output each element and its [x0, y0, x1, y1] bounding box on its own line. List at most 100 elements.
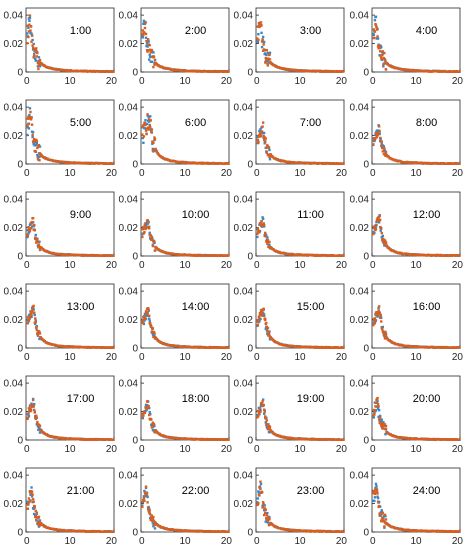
series-2-point	[266, 238, 270, 242]
x-tick-label: 20	[336, 260, 348, 271]
series-2-point	[34, 236, 37, 240]
series-1-point	[33, 313, 36, 317]
series-1-point	[268, 243, 271, 247]
series-1-point	[257, 318, 261, 321]
y-tick-label: 0.02	[234, 131, 254, 142]
series-2-point	[259, 480, 262, 483]
series-1-point	[30, 495, 34, 498]
series-2-point	[36, 420, 39, 424]
series-1-point	[262, 225, 266, 228]
series-1-point	[146, 222, 149, 225]
series-2-point	[150, 418, 153, 421]
panel-time-label: 9:00	[70, 209, 91, 221]
y-tick-label: 0.04	[234, 287, 254, 298]
x-tick-label: 0	[254, 352, 260, 363]
x-tick-label: 20	[336, 352, 348, 363]
series-2-point	[152, 141, 155, 144]
series-1-point	[147, 115, 150, 119]
axes-frame	[255, 375, 345, 441]
series-2-point	[145, 39, 148, 43]
y-tick-label: 0.04	[119, 11, 139, 22]
panel-time-label: 16:00	[413, 301, 441, 313]
series-2-point	[260, 130, 264, 133]
y-tick-label: 0.02	[350, 131, 370, 142]
y-tick-label: 0.04	[350, 103, 370, 114]
series-2-point	[38, 524, 42, 527]
y-tick-label: 0	[17, 252, 23, 263]
y-tick-label: 0	[247, 528, 253, 539]
series-2-point	[372, 323, 375, 327]
axes-frame	[140, 191, 230, 257]
series-2-point	[144, 485, 148, 488]
series-1-point	[259, 128, 262, 131]
series-2-point	[384, 59, 387, 62]
series-2-point	[28, 315, 32, 319]
y-tick-label: 0.02	[234, 223, 254, 234]
series-2-point	[264, 417, 267, 420]
series-2-point	[381, 422, 384, 425]
series-1-point	[37, 56, 41, 59]
x-tick-label: 20	[221, 536, 233, 547]
series-1-point	[258, 130, 262, 133]
series-2-point	[256, 232, 259, 236]
series-2-point	[227, 254, 230, 257]
series-1-point	[261, 398, 265, 401]
x-tick-label: 20	[221, 260, 233, 271]
series-1-point	[382, 145, 386, 148]
series-2-point	[260, 311, 263, 314]
subplot-7: 00.020.040 10 207:00	[234, 99, 347, 179]
series-2-point	[372, 28, 376, 31]
series-1-point	[266, 511, 269, 515]
series-2-point	[38, 58, 42, 62]
y-tick-label: 0	[17, 528, 23, 539]
series-1-point	[153, 527, 157, 530]
series-1-point	[38, 155, 41, 158]
series-2-point	[149, 518, 152, 522]
series-2-point	[458, 438, 461, 441]
series-2-point	[260, 219, 263, 223]
series-1-point	[34, 322, 37, 326]
y-tick-label: 0	[17, 436, 23, 447]
series-1-point	[30, 32, 33, 35]
series-2-point	[151, 244, 155, 248]
series-2-point	[35, 518, 38, 521]
series-2-point	[28, 317, 31, 321]
x-tick-label: 10	[179, 76, 191, 87]
series-1-point	[27, 414, 31, 418]
series-1-point	[257, 490, 260, 493]
series-2-point	[150, 130, 153, 134]
panel-time-label: 2:00	[185, 25, 206, 37]
series-1-point	[34, 141, 37, 144]
series-2-point	[149, 125, 152, 129]
series-2-point	[146, 406, 150, 409]
series-2-point	[32, 504, 36, 508]
x-tick-label: 10	[64, 76, 76, 87]
series-2-point	[26, 124, 29, 127]
series-2-point	[35, 328, 39, 332]
series-2-point	[265, 48, 269, 52]
series-2-point	[378, 136, 382, 140]
panel-time-label: 19:00	[297, 393, 325, 405]
x-tick-label: 0	[139, 76, 145, 87]
series-2-point	[26, 234, 30, 238]
x-tick-label: 20	[106, 444, 118, 455]
x-tick-label: 0	[254, 444, 260, 455]
series-1-point	[382, 65, 385, 68]
series-2-point	[268, 58, 272, 61]
y-tick-label: 0.04	[119, 379, 139, 390]
x-tick-label: 20	[452, 76, 464, 87]
y-tick-label: 0.04	[350, 195, 370, 206]
series-2-point	[384, 424, 388, 428]
y-tick-label: 0.02	[234, 39, 254, 50]
series-2-point	[149, 513, 152, 516]
series-2-point	[378, 316, 382, 319]
series-2-point	[383, 427, 387, 431]
series-2-point	[261, 38, 264, 41]
y-tick-label: 0.02	[350, 315, 370, 326]
series-2-point	[266, 519, 270, 522]
series-2-point	[375, 28, 379, 31]
x-tick-label: 0	[24, 260, 30, 271]
series-2-point	[26, 117, 30, 120]
series-2-point	[458, 254, 461, 257]
